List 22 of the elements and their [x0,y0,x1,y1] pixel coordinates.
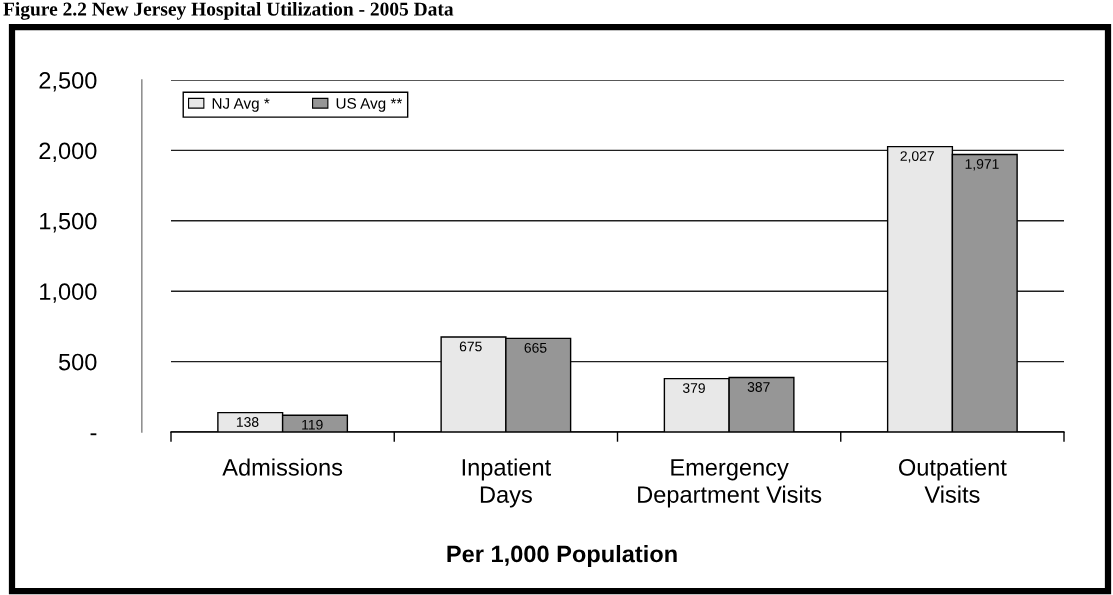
data-label: 379 [682,383,705,394]
legend-label: US Avg ** [336,97,403,112]
x-tick-label: Admissions [222,458,343,476]
data-label: 387 [747,382,770,392]
data-label: 675 [459,341,482,352]
data-label: 1,971 [965,159,999,171]
y-tick-label: - [90,433,97,436]
y-tick-label: 2,000 [39,142,97,162]
chart-title: Figure 2.2 New Jersey Hospital Utilization - 2005 Data [3,2,454,20]
legend-label: NJ Avg * [212,98,270,112]
y-tick-label: 1,500 [40,212,97,233]
data-label: 665 [524,342,547,353]
y-tick-label: 500 [58,353,97,371]
x-tick-label: Emergency Department Visits [638,459,822,508]
x-tick-label: Inpatient Days [462,458,551,508]
y-tick-label: 2,500 [39,72,97,92]
data-label: 2,027 [900,151,934,163]
data-label: 119 [302,419,323,430]
x-axis-title: Per 1,000 Population [447,545,677,568]
x-tick-label: Outpatient Visits [899,458,1007,503]
data-label: 138 [236,417,259,427]
y-tick-label: 1,000 [40,283,97,303]
